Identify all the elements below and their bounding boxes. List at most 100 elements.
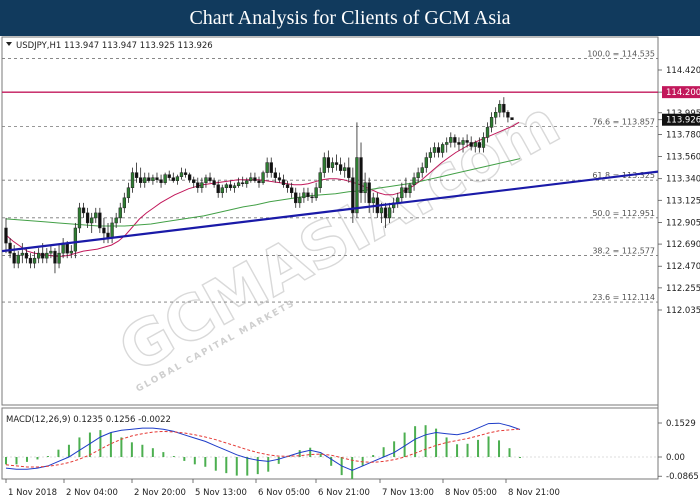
candle — [175, 174, 180, 185]
candle — [253, 172, 257, 183]
macd-tick-label: 0.1529 — [666, 419, 696, 429]
candle — [4, 217, 8, 254]
candle — [139, 167, 143, 188]
candle — [461, 137, 465, 153]
candle — [347, 157, 351, 183]
trading-chart[interactable]: GCMASIA.com GLOBAL CAPITAL MARKETS 100.0… — [0, 36, 700, 500]
candle — [155, 172, 159, 183]
time-tick-label: 6 Nov 21:00 — [318, 488, 370, 498]
trendline-layer[interactable] — [1, 170, 659, 253]
price-tick-label: 113.125 — [666, 196, 700, 206]
candle — [477, 137, 482, 153]
main-panel-frame — [1, 36, 659, 406]
candle — [457, 137, 461, 151]
candle — [167, 170, 171, 181]
candle — [322, 152, 326, 178]
macd-histogram-bar — [246, 457, 249, 476]
candle — [57, 245, 61, 269]
macd-histogram-bar — [456, 444, 459, 457]
candle — [387, 202, 392, 223]
price-tick-label: 112.035 — [666, 306, 700, 316]
fib-level-label: 38.2 = 112.577 — [592, 246, 655, 255]
candle — [204, 174, 208, 188]
candle — [265, 157, 269, 178]
candle — [224, 182, 229, 193]
candle — [383, 202, 388, 228]
macd-histogram-bar — [309, 447, 312, 457]
candle — [334, 154, 339, 171]
candle — [289, 182, 294, 198]
candle — [449, 132, 453, 148]
macd-histogram-bar — [414, 426, 417, 457]
candle — [408, 182, 412, 198]
candle — [147, 172, 151, 183]
candle — [510, 117, 514, 120]
candle — [343, 162, 347, 178]
candle — [371, 192, 375, 213]
candle — [122, 192, 126, 213]
price-tick-label: 112.905 — [666, 218, 700, 228]
macd-histogram-bar — [393, 441, 396, 457]
candle — [94, 207, 98, 223]
ascending-trendline[interactable] — [1, 170, 659, 253]
time-tick-label: 8 Nov 21:00 — [508, 488, 560, 498]
macd-histogram-bar — [519, 457, 521, 459]
macd-tick-label: 0.00 — [666, 453, 685, 463]
candle — [269, 157, 273, 178]
macd-histogram-bar — [235, 457, 238, 476]
candle — [412, 172, 416, 191]
candle — [440, 142, 445, 158]
macd-histogram-bar — [277, 457, 280, 464]
macd-indicator: 0.1529 0.00 -0.0865 — [2, 419, 699, 482]
candle — [126, 182, 131, 203]
macd-histogram-bar — [172, 456, 175, 457]
candle — [469, 136, 473, 151]
candle — [306, 187, 310, 201]
candle — [179, 167, 184, 180]
candle — [285, 180, 290, 193]
time-tick-label: 2 Nov 04:00 — [66, 488, 118, 498]
candle — [216, 180, 220, 198]
candle — [143, 172, 147, 188]
price-tick-label: 112.690 — [666, 240, 700, 250]
candle — [355, 122, 359, 218]
macd-histogram-bar — [382, 447, 385, 457]
candle — [98, 207, 102, 234]
macd-histogram-bar — [487, 436, 490, 457]
macd-histogram-bar — [88, 432, 91, 457]
candle — [208, 172, 212, 183]
candle — [114, 212, 118, 228]
macd-histogram-bar — [330, 457, 333, 466]
candle — [171, 172, 175, 183]
candlesticks — [4, 97, 514, 274]
candle — [130, 167, 135, 193]
candle — [16, 251, 20, 269]
macd-histogram-bar — [183, 457, 186, 461]
macd-histogram-bar — [109, 432, 112, 457]
dropdown-triangle-icon[interactable] — [6, 42, 12, 46]
price-tick-label: 112.255 — [666, 284, 700, 294]
candle — [481, 132, 486, 153]
macd-histogram-bar — [193, 457, 196, 465]
candle — [428, 147, 433, 163]
candle — [445, 137, 449, 153]
time-axis: 1 Nov 2018 2 Nov 04:00 2 Nov 20:00 5 Nov 13… — [5, 479, 560, 498]
time-tick-label: 1 Nov 2018 — [8, 488, 57, 498]
macd-histogram-bar — [445, 437, 448, 457]
candle — [200, 177, 204, 193]
macd-histogram-bar — [141, 444, 144, 457]
candle — [236, 177, 241, 188]
time-tick-label: 8 Nov 05:00 — [445, 488, 497, 498]
candle — [187, 172, 192, 183]
candle — [196, 177, 200, 193]
candle — [281, 174, 286, 188]
candle — [436, 142, 441, 158]
candle — [338, 157, 343, 175]
macd-histogram-bar — [214, 457, 217, 471]
fib-level-label: 23.6 = 112.114 — [592, 293, 655, 302]
chart-banner-title: Chart Analysis for Clients of GCM Asia — [189, 6, 511, 29]
candle — [298, 192, 302, 208]
price-tick-label: 114.200 — [666, 88, 700, 98]
candle — [20, 243, 24, 264]
macd-histogram-bar — [267, 457, 270, 472]
